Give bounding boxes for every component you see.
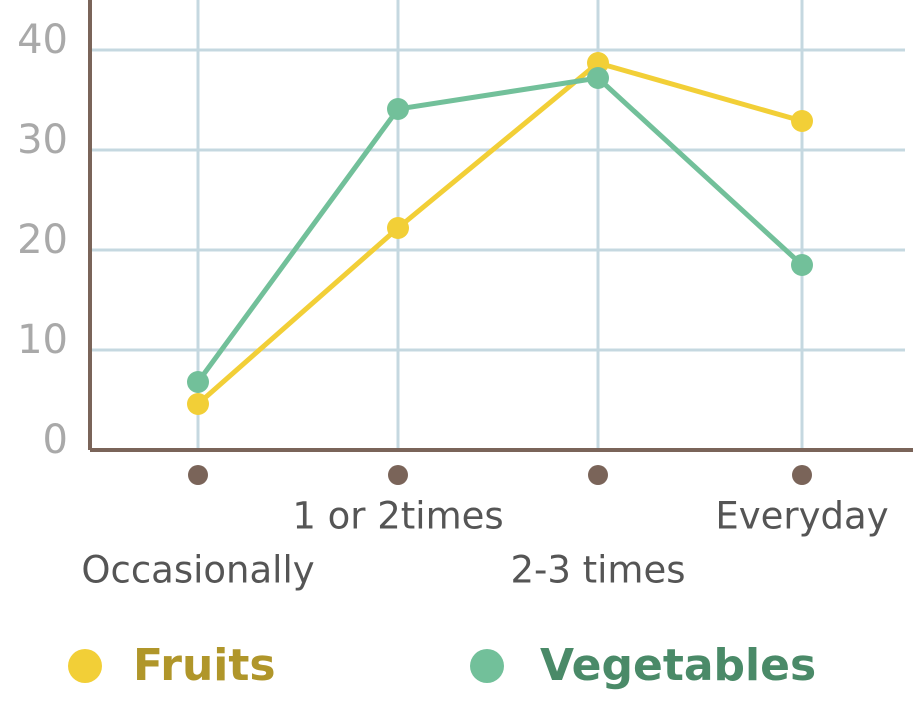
point <box>187 371 209 393</box>
category-dot <box>588 465 608 485</box>
point <box>387 98 409 120</box>
point <box>187 393 209 415</box>
category-dot <box>388 465 408 485</box>
series-line <box>195 75 804 384</box>
point <box>587 67 609 89</box>
point <box>791 110 813 132</box>
y-tick-label: 10 <box>17 317 68 363</box>
series-line <box>196 60 803 406</box>
x-tick-label: Everyday <box>715 495 888 538</box>
legend-marker <box>68 649 102 683</box>
x-tick-label: 1 or 2times <box>292 495 503 538</box>
point <box>387 217 409 239</box>
point <box>791 254 813 276</box>
y-tick-label: 20 <box>17 217 68 263</box>
category-dot <box>792 465 812 485</box>
category-dot <box>188 465 208 485</box>
x-tick-label: Occasionally <box>81 549 314 592</box>
legend-marker <box>470 649 504 683</box>
legend-label: Vegetables <box>540 640 816 691</box>
x-tick-label: 2-3 times <box>510 549 685 592</box>
y-tick-label: 40 <box>17 17 68 63</box>
y-tick-label: 30 <box>17 117 68 163</box>
y-tick-label: 0 <box>43 417 68 463</box>
legend-label: Fruits <box>133 640 276 691</box>
